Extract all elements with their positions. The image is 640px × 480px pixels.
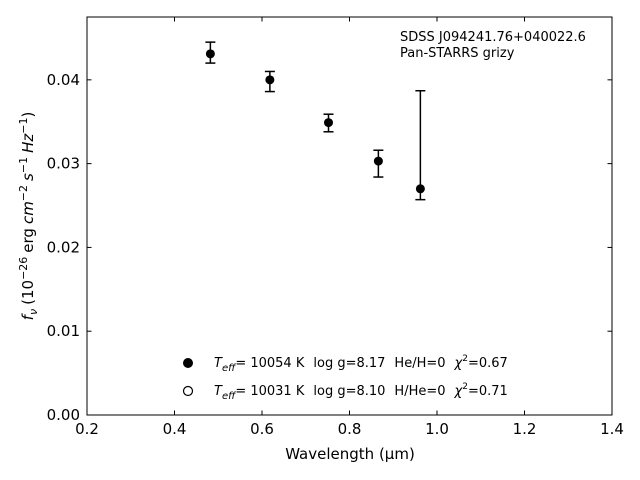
error-bars xyxy=(205,41,426,201)
y-tick-label: 0.02 xyxy=(47,238,80,256)
plot-frame xyxy=(86,16,613,416)
legend-entry-2: Teff= 10031 K log g=8.10 H/He=0 χ2=0.71 xyxy=(182,382,508,402)
y-tick-labels: 0.00 0.01 0.02 0.03 0.04 xyxy=(47,71,80,424)
y-tick-label: 0.04 xyxy=(47,71,80,89)
y-label-exp4: −1 xyxy=(17,118,30,134)
x-tick-label: 1.4 xyxy=(600,420,624,438)
legend-entry-1: Teff= 10054 K log g=8.17 He/H=0 χ2=0.67 xyxy=(183,354,508,374)
y-label-cm: cm xyxy=(19,201,37,224)
annotation-object-name: SDSS J094241.76+040022.6 xyxy=(400,30,586,45)
data-point xyxy=(205,49,215,59)
data-point xyxy=(265,75,275,85)
y-label-f: f xyxy=(19,312,37,320)
legend-label-1: Teff= 10054 K log g=8.17 He/H=0 χ2=0.67 xyxy=(214,354,508,374)
legend-1-t: T xyxy=(214,356,223,371)
legend-2-logg: log g=8.10 xyxy=(313,384,385,399)
y-label-open: (10 xyxy=(19,280,37,305)
y-label-exp1: −26 xyxy=(17,257,30,280)
x-axis-label: Wavelength (μm) xyxy=(285,445,415,463)
data-point xyxy=(415,184,425,194)
data-point xyxy=(324,118,333,128)
y-label-erg: erg xyxy=(19,228,37,253)
legend-1-teff: = 10054 K xyxy=(235,356,305,371)
legend-2-chi-val: =0.71 xyxy=(468,384,508,399)
legend-1-logg: log g=8.17 xyxy=(313,356,385,371)
legend-2-chi-sup: 2 xyxy=(462,382,468,392)
x-tick-label: 0.8 xyxy=(338,420,362,438)
legend-marker-open xyxy=(182,385,194,397)
legend-marker-filled xyxy=(183,358,193,368)
y-label-close: ) xyxy=(19,112,37,118)
y-label-s: s xyxy=(19,173,37,181)
y-tick-label: 0.00 xyxy=(47,406,80,424)
legend-2-teff: = 10031 K xyxy=(235,384,305,399)
y-label-exp3: −1 xyxy=(17,157,30,173)
legend-2-chi: χ xyxy=(454,384,464,399)
x-tick-label: 0.6 xyxy=(250,420,274,438)
data-point xyxy=(373,156,383,166)
y-axis-label: fν(10−26ergcm−2s−1Hz−1) xyxy=(17,112,40,321)
legend-2-t: T xyxy=(214,384,223,399)
x-tick-label: 0.2 xyxy=(75,420,99,438)
x-tick-label: 1.2 xyxy=(513,420,537,438)
legend-1-comp: He/H=0 xyxy=(394,356,445,371)
plot-area xyxy=(87,17,612,415)
y-tick-label: 0.01 xyxy=(47,322,80,340)
y-label-exp2: −2 xyxy=(17,185,30,201)
x-tick-labels: 0.2 0.4 0.6 0.8 1.0 1.2 1.4 xyxy=(75,420,624,438)
legend-1-chi: χ xyxy=(454,356,464,371)
legend-1-eff: eff xyxy=(222,363,237,374)
y-label-hz: Hz xyxy=(19,133,37,153)
x-tick-label: 0.4 xyxy=(163,420,187,438)
legend-label-2: Teff= 10031 K log g=8.10 H/He=0 χ2=0.71 xyxy=(214,382,508,402)
legend-2-eff: eff xyxy=(222,391,237,402)
y-tick-label: 0.03 xyxy=(47,155,80,173)
legend-1-chi-sup: 2 xyxy=(462,354,468,364)
annotation-survey-name: Pan-STARRS grizy xyxy=(400,46,515,61)
legend-2-comp: H/He=0 xyxy=(394,384,445,399)
legend-1-chi-val: =0.67 xyxy=(468,356,508,371)
y-label-nu: ν xyxy=(27,309,40,315)
data-points xyxy=(205,49,425,194)
x-tick-label: 1.0 xyxy=(425,420,449,438)
